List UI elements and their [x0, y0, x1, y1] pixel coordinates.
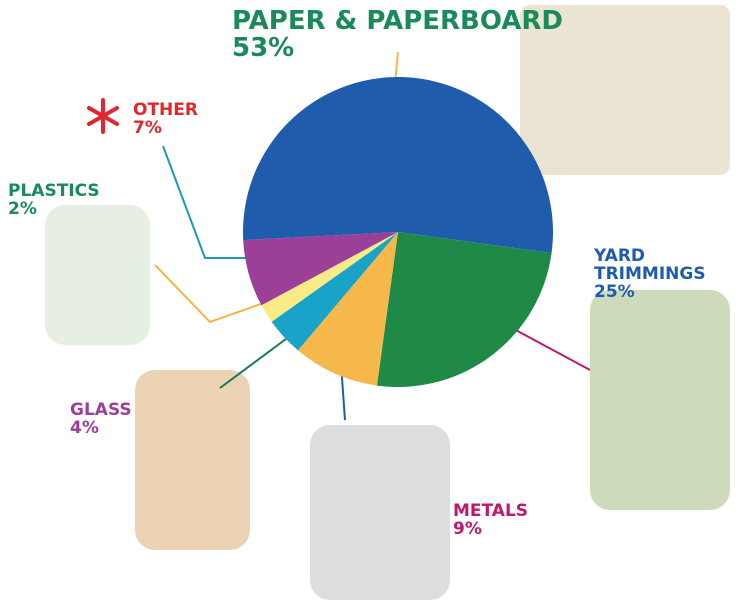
percent-label: 25% [594, 284, 734, 302]
infographic: PAPER & PAPERBOARD53% YARD TRIMMINGS25% ME… [0, 0, 738, 608]
pie [243, 77, 553, 387]
glass-photo [135, 370, 250, 550]
percent-label: 53% [232, 35, 632, 62]
percent-label: 2% [8, 201, 128, 219]
metals-photo [310, 425, 450, 600]
percent-label: 9% [453, 521, 573, 539]
pie-slice [243, 77, 553, 253]
percent-label: 7% [133, 120, 253, 138]
chart [0, 0, 738, 608]
leader-line [220, 336, 290, 388]
category-label: YARD TRIMMINGS [594, 248, 734, 284]
asterisk-icon [89, 100, 117, 132]
pie-slice [377, 232, 552, 387]
percent-label: 4% [70, 420, 190, 438]
leader-line [163, 146, 246, 258]
plastics-photo [45, 205, 150, 345]
yard-photo [590, 290, 730, 510]
category-label: PAPER & PAPERBOARD [232, 8, 632, 35]
